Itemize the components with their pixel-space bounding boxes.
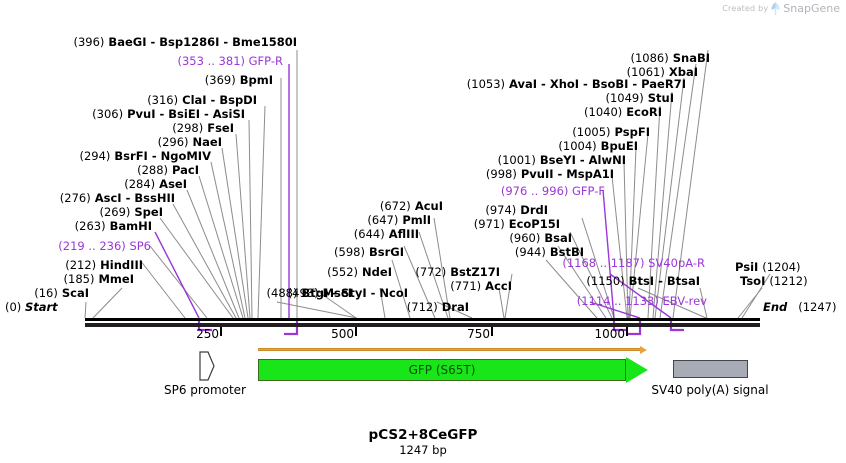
site-label-944: (944) BstBI (514, 245, 584, 259)
site-label-1086: (1086) SnaBI (630, 51, 710, 65)
plasmid-length: 1247 bp (399, 443, 447, 457)
end-terminal-label: End (1247) (763, 301, 837, 313)
start-terminal-label: (0) Start (5, 301, 58, 313)
site-label-488: (488) BtgI - StyI - NcoI (266, 286, 408, 300)
site-label-16: (16) ScaI (34, 286, 89, 300)
site-label-1001: (1001) BseYI - AlwNI (497, 153, 626, 167)
gfp-cds-label: GFP (S65T) (408, 363, 476, 377)
transcript-orange-arrow-shaft (258, 348, 640, 351)
sv40-polya-box (673, 360, 748, 378)
start-text: Start (24, 300, 58, 314)
gfp-cds-arrow-body (258, 359, 626, 381)
site-label-771: (771) AccI (450, 279, 512, 293)
site-label-1061: (1061) XbaI (626, 65, 698, 79)
site-label-974: (974) DrdI (485, 203, 548, 217)
site-label-263: (263) BamHI (74, 219, 152, 233)
site-label-772: (772) BstZ17I (415, 265, 500, 279)
ruler-label-1000: 1000 (594, 327, 625, 341)
site-label-296: (296) NaeI (157, 135, 222, 149)
ruler-tick-1000 (626, 327, 628, 336)
ruler-label-500: 500 (331, 327, 354, 341)
site-label-316: (316) ClaI - BspDI (147, 93, 257, 107)
site-label-294: (294) BsrFI - NgoMIV (79, 149, 211, 163)
site-label-185: (185) MmeI (63, 272, 134, 286)
site-label-1212: TsoI (1212) (740, 274, 808, 288)
snapgene-leaf-icon (771, 2, 780, 15)
site-label-1049: (1049) StuI (605, 91, 675, 105)
site-label-712: (712) DraI (406, 300, 469, 314)
plasmid-backbone-top (85, 318, 760, 321)
plasmid-title: pCS2+8CeGFP (368, 427, 478, 443)
site-label-1150: (1150) BtsI - BtsaI (586, 274, 700, 288)
sv40-polya-label: SV40 poly(A) signal (651, 383, 769, 397)
site-label-672: (672) AcuI (379, 199, 443, 213)
ruler-label-250: 250 (196, 327, 219, 341)
site-label-552: (552) NdeI (327, 265, 392, 279)
site-label-493: (493) MscI (287, 286, 352, 300)
site-label-sp6: (219 .. 236) SP6 (58, 239, 151, 253)
site-label-212: (212) HindIII (65, 258, 143, 272)
end-position: (1247) (798, 300, 837, 314)
transcript-orange-arrow-head (640, 346, 647, 354)
site-label-369: (369) BpmI (204, 73, 273, 87)
ruler-tick-500 (355, 327, 357, 336)
snapgene-watermark: Created by SnapGene (722, 2, 840, 15)
leader-lines-purple (154, 64, 672, 319)
watermark-brand: SnapGene (783, 2, 840, 15)
site-label-288: (288) PacI (137, 163, 199, 177)
leader-lines-gray (84, 49, 771, 319)
watermark-prefix: Created by (722, 4, 769, 13)
ruler-tick-250 (220, 327, 222, 336)
site-label-1040: (1040) EcoRI (584, 105, 662, 119)
site-label-960: (960) BsaI (509, 231, 572, 245)
site-label-sv40pa-r: (1168 .. 1187) SV40pA-R (562, 256, 705, 270)
start-position: (0) (5, 300, 22, 314)
site-label-644: (644) AflIII (353, 227, 419, 241)
site-label-269: (269) SpeI (99, 205, 163, 219)
site-label-284: (284) AseI (124, 177, 187, 191)
site-label-1005: (1005) PspFI (572, 125, 650, 139)
site-label-998: (998) PvuII - MspA1I (485, 167, 614, 181)
ruler-tick-750 (491, 327, 493, 336)
site-label-647: (647) PmlI (367, 213, 431, 227)
ruler-label-750: 750 (467, 327, 490, 341)
site-label-298: (298) FseI (172, 121, 234, 135)
site-label-1204: PsiI (1204) (735, 260, 801, 274)
site-label-598: (598) BsrGI (334, 245, 404, 259)
site-label-ebv-rev: (1114 .. 1133) EBV-rev (576, 294, 707, 308)
site-label-396: (396) BaeGI - Bsp1286I - Bme1580I (73, 35, 297, 49)
site-label-gfp-f: (976 .. 996) GFP-F (500, 184, 605, 198)
gfp-cds-arrow-head (626, 357, 648, 383)
site-label-276: (276) AscI - BssHII (59, 191, 175, 205)
site-label-1004: (1004) BpuEI (558, 139, 638, 153)
sp6-promoter-label: SP6 promoter (164, 383, 246, 397)
plasmid-backbone-bottom (85, 323, 760, 327)
end-text: End (763, 300, 788, 314)
site-label-gfp-r: (353 .. 381) GFP-R (177, 54, 284, 68)
site-label-971: (971) EcoP15I (473, 217, 560, 231)
site-label-306: (306) PvuI - BsiEI - AsiSI (92, 107, 245, 121)
site-label-1053: (1053) AvaI - XhoI - BsoBI - PaeR7I (466, 77, 686, 91)
